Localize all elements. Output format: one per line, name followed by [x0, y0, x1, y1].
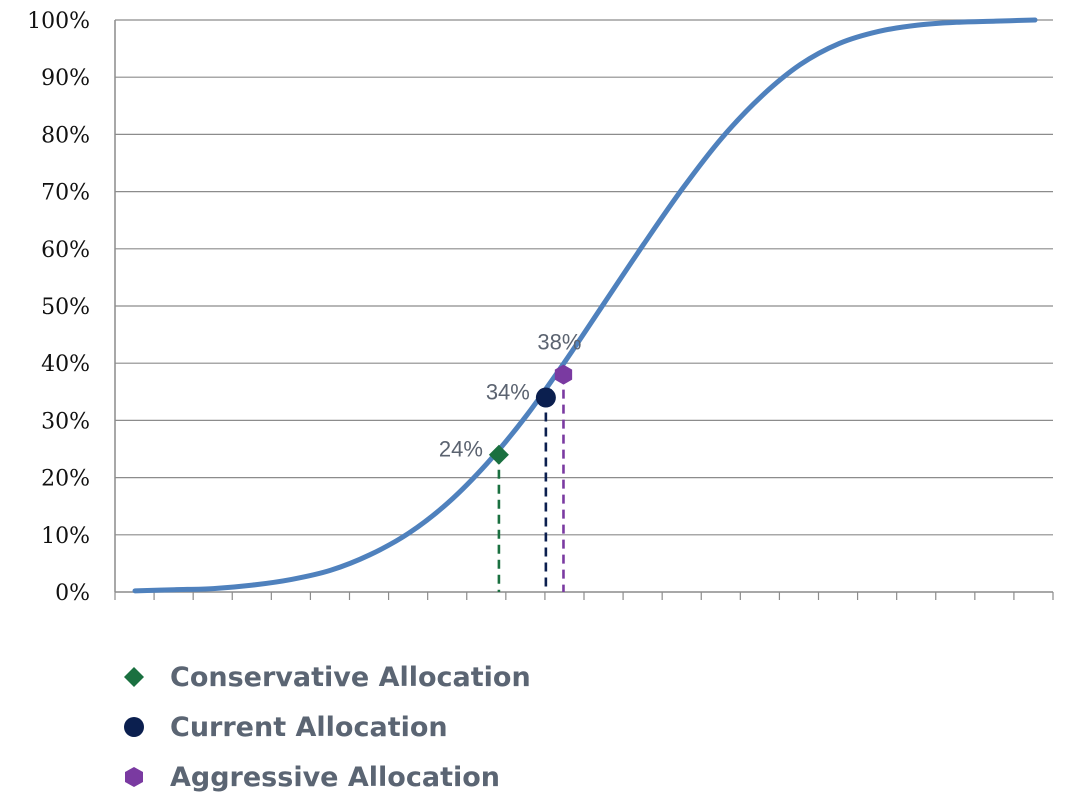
y-tick-label: 40%	[41, 352, 90, 377]
y-tick-label: 100%	[27, 9, 90, 34]
circle-icon	[122, 715, 146, 739]
point-markers	[488, 364, 573, 465]
legend-label: Current Allocation	[170, 711, 448, 743]
point-labels: 24% 34% 38%	[439, 330, 582, 462]
y-tick-label: 70%	[41, 181, 90, 206]
y-tick-label: 50%	[41, 295, 90, 320]
y-tick-label: 30%	[41, 409, 90, 434]
legend-item-aggressive: Aggressive Allocation	[122, 752, 531, 802]
drop-lines	[497, 374, 565, 592]
y-tick-label: 80%	[41, 123, 90, 148]
data-label: 34%	[486, 380, 530, 405]
y-tick-label: 10%	[41, 524, 90, 549]
hexagon-marker	[554, 364, 573, 385]
y-tick-label: 90%	[41, 66, 90, 91]
hexagon-icon	[122, 765, 146, 789]
data-label: 24%	[439, 437, 483, 462]
diamond-marker	[488, 444, 509, 465]
cumulative-line	[132, 17, 1038, 594]
legend-item-current: Current Allocation	[122, 702, 531, 752]
legend-item-conservative: Conservative Allocation	[122, 652, 531, 702]
x-axis-ticks	[114, 592, 1054, 600]
y-tick-label: 0%	[55, 581, 90, 606]
diamond-icon	[122, 665, 146, 689]
y-axis-tick-labels: 0% 10% 20% 30% 40% 50% 60% 70% 80% 90% 100%	[27, 9, 90, 606]
chart-area: 0% 10% 20% 30% 40% 50% 60% 70% 80% 90% 100% 24% 34%…	[27, 9, 1054, 606]
circle-marker	[535, 387, 556, 408]
legend-label: Conservative Allocation	[170, 661, 531, 693]
data-label: 38%	[537, 330, 581, 355]
y-tick-label: 20%	[41, 467, 90, 492]
legend-label: Aggressive Allocation	[170, 761, 500, 793]
legend: Conservative Allocation Current Allocati…	[122, 652, 531, 802]
series-line	[132, 17, 1038, 594]
y-tick-label: 60%	[41, 238, 90, 263]
gridlines	[115, 19, 1053, 536]
